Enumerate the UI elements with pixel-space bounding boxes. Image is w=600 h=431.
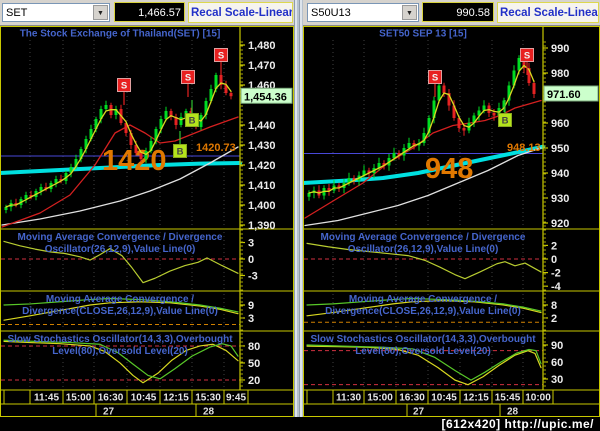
svg-text:960: 960 <box>551 118 569 130</box>
svg-text:S: S <box>432 73 438 84</box>
svg-text:12:15: 12:15 <box>163 393 189 404</box>
svg-text:1,454.36: 1,454.36 <box>244 91 287 103</box>
svg-text:1,440: 1,440 <box>248 120 276 132</box>
svg-text:30: 30 <box>551 374 563 386</box>
svg-text:-4: -4 <box>551 281 562 293</box>
svg-text:2: 2 <box>551 313 557 325</box>
svg-text:1,480: 1,480 <box>248 40 276 52</box>
recal-scale-button-left[interactable]: Recal Scale-Linear <box>188 2 293 23</box>
svg-text:Divergence(CLOSE,26,12,9),Valu: Divergence(CLOSE,26,12,9),Value Line(0) <box>325 306 521 317</box>
svg-text:940: 940 <box>551 168 569 180</box>
svg-text:S: S <box>185 73 191 84</box>
svg-text:27: 27 <box>103 407 115 418</box>
toolbar-left: SET ▼ 1,466.57 Recal Scale-Linear <box>0 0 294 26</box>
svg-text:15:30: 15:30 <box>195 393 221 404</box>
svg-text:1,400: 1,400 <box>248 200 276 212</box>
svg-text:990: 990 <box>551 43 569 55</box>
svg-text:The Stock Exchange of Thailand: The Stock Exchange of Thailand(SET) [15] <box>20 29 221 40</box>
svg-text:980: 980 <box>551 68 569 80</box>
svg-text:B: B <box>177 147 184 158</box>
svg-text:1420.73: 1420.73 <box>196 142 236 154</box>
svg-text:1,470: 1,470 <box>248 60 276 72</box>
symbol-select-left[interactable]: SET ▼ <box>2 3 110 22</box>
chart-panel-right[interactable]: 948 948.13 S S B SET50 SEP 13 [15] Moving Aver… <box>301 26 600 418</box>
svg-text:Level(80),Oversold Level(20): Level(80),Oversold Level(20) <box>52 346 188 357</box>
svg-text:971.60: 971.60 <box>547 89 581 101</box>
symbol-select-right-value: S50U13 <box>311 6 351 19</box>
svg-text:9:45: 9:45 <box>226 393 246 404</box>
svg-text:2: 2 <box>551 240 557 252</box>
svg-text:948: 948 <box>425 153 473 185</box>
svg-text:11:45: 11:45 <box>34 393 59 404</box>
svg-text:27: 27 <box>413 407 425 418</box>
svg-text:50: 50 <box>248 358 260 370</box>
panel-splitter[interactable] <box>294 0 303 417</box>
svg-text:15:45: 15:45 <box>495 393 521 404</box>
price-display-right: 990.58 <box>422 2 494 22</box>
toolbar-right: S50U13 ▼ 990.58 Recal Scale-Linear <box>303 0 600 26</box>
chevron-down-icon[interactable]: ▼ <box>402 5 417 20</box>
svg-text:S: S <box>524 51 530 62</box>
svg-text:3: 3 <box>248 313 254 325</box>
svg-text:Level(80),Oversold Level(20): Level(80),Oversold Level(20) <box>355 346 491 357</box>
svg-text:1,420: 1,420 <box>248 160 276 172</box>
svg-text:950: 950 <box>551 143 569 155</box>
svg-text:-2: -2 <box>551 268 561 280</box>
symbol-select-right[interactable]: S50U13 ▼ <box>307 3 419 22</box>
svg-text:Slow Stochastics Oscillator(14: Slow Stochastics Oscillator(14,3,3),Over… <box>310 334 536 345</box>
svg-text:16:30: 16:30 <box>98 393 124 404</box>
svg-text:Moving Average Convergence / D: Moving Average Convergence / Divergence <box>18 232 223 243</box>
svg-text:1,410: 1,410 <box>248 180 276 192</box>
svg-text:3: 3 <box>248 238 254 250</box>
svg-text:15:00: 15:00 <box>66 393 92 404</box>
svg-text:Moving Average Convergence / D: Moving Average Convergence / Divergence <box>321 232 526 243</box>
svg-text:10:45: 10:45 <box>431 393 457 404</box>
svg-text:10:00: 10:00 <box>525 393 551 404</box>
svg-text:B: B <box>189 116 196 127</box>
svg-text:80: 80 <box>248 341 260 353</box>
svg-text:-3: -3 <box>248 271 258 283</box>
svg-text:B: B <box>502 116 509 127</box>
chart-panel-left[interactable]: 1420 1420.73 S S S B B The Stock Exchange of Th… <box>0 26 294 418</box>
svg-text:Oscillator(26,12,9),Value Line: Oscillator(26,12,9),Value Line(0) <box>45 244 196 255</box>
svg-text:0: 0 <box>248 254 254 266</box>
svg-text:60: 60 <box>551 357 563 369</box>
svg-text:1,430: 1,430 <box>248 140 276 152</box>
svg-text:948.13: 948.13 <box>507 142 541 154</box>
svg-text:Moving Average Convergence /: Moving Average Convergence / <box>349 294 497 305</box>
svg-text:Divergence(CLOSE,26,12,9),Valu: Divergence(CLOSE,26,12,9),Value Line(0) <box>22 306 218 317</box>
svg-text:8: 8 <box>551 300 557 312</box>
svg-text:0: 0 <box>551 254 557 266</box>
svg-text:920: 920 <box>551 218 569 230</box>
svg-text:Slow Stochastics Oscillator(14: Slow Stochastics Oscillator(14,3,3),Over… <box>7 334 233 345</box>
svg-text:S: S <box>121 81 127 92</box>
svg-text:20: 20 <box>248 375 260 387</box>
bottom-band: [612x420] http://upic.me/ <box>0 417 600 431</box>
svg-text:11:30: 11:30 <box>336 393 361 404</box>
svg-text:1,390: 1,390 <box>248 220 276 232</box>
svg-text:SET50 SEP 13 [15]: SET50 SEP 13 [15] <box>379 29 467 40</box>
svg-text:16:30: 16:30 <box>399 393 425 404</box>
svg-text:10:45: 10:45 <box>131 393 157 404</box>
symbol-select-left-value: SET <box>6 6 28 19</box>
svg-text:15:00: 15:00 <box>367 393 393 404</box>
svg-text:28: 28 <box>507 407 519 418</box>
svg-text:S: S <box>218 51 224 62</box>
svg-text:1420: 1420 <box>102 145 167 177</box>
svg-text:28: 28 <box>203 407 215 418</box>
svg-text:Moving Average Convergence /: Moving Average Convergence / <box>46 294 194 305</box>
watermark: [612x420] http://upic.me/ <box>441 417 594 431</box>
price-display-left: 1,466.57 <box>114 2 185 22</box>
recal-scale-button-right[interactable]: Recal Scale-Linear <box>497 2 599 23</box>
svg-text:930: 930 <box>551 193 569 205</box>
svg-text:90: 90 <box>551 340 563 352</box>
chevron-down-icon[interactable]: ▼ <box>93 5 108 20</box>
svg-text:9: 9 <box>248 300 254 312</box>
svg-text:Oscillator(26,12,9),Value Line: Oscillator(26,12,9),Value Line(0) <box>348 244 499 255</box>
svg-text:12:15: 12:15 <box>463 393 489 404</box>
